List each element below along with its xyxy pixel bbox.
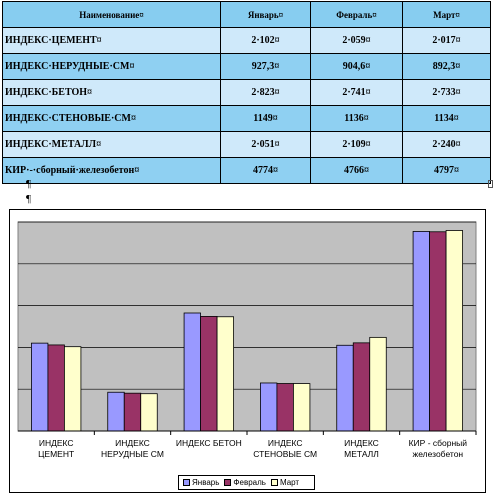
legend-swatch	[183, 479, 190, 486]
bar	[64, 346, 82, 432]
x-tick-label: ЦЕМЕНТ	[38, 449, 74, 459]
legend-item: Март	[270, 478, 300, 487]
paragraph-mark: ¶	[26, 193, 31, 205]
row-name: КИР·-·сборный·железобетон¤	[2, 157, 221, 184]
data-table: Наименование¤ Январь¤ Февраль¤ Март¤ ИНД…	[2, 1, 491, 184]
bar	[47, 344, 65, 432]
legend-swatch	[224, 479, 232, 486]
row-feb: 2·109¤	[310, 131, 403, 158]
row-jan: 927,3¤	[220, 53, 311, 80]
legend-item: Февраль	[224, 478, 266, 487]
header-march: Март¤	[402, 1, 491, 28]
bar	[293, 383, 311, 432]
row-feb: 1136¤	[310, 105, 403, 132]
table-row: ИНДЕКС·МЕТАЛЛ¤ 2·051¤ 2·109¤ 2·240¤	[2, 131, 491, 158]
table-row: ИНДЕКС·СТЕНОВЫЕ·СМ¤ 1149¤ 1136¤ 1134¤	[2, 105, 491, 132]
bar	[336, 344, 354, 432]
row-mar: 2·733¤	[402, 79, 491, 106]
bar	[200, 316, 218, 432]
row-mar: 2·017¤	[402, 27, 491, 54]
row-mar: 4797¤	[402, 157, 491, 184]
paragraph-mark: ¶	[26, 178, 31, 190]
row-jan: 1149¤	[220, 105, 311, 132]
row-jan: 2·823¤	[220, 79, 311, 106]
bar	[276, 383, 294, 432]
table-row: ИНДЕКС·БЕТОН¤ 2·823¤ 2·741¤ 2·733¤	[2, 79, 491, 106]
row-mar: 892,3¤	[402, 53, 491, 80]
x-tick-label: НЕРУДНЫЕ СМ	[101, 449, 164, 459]
row-name: ИНДЕКС·ЦЕМЕНТ¤	[2, 27, 221, 54]
row-name: ИНДЕКС·БЕТОН¤	[2, 79, 221, 106]
legend-swatch	[270, 479, 278, 486]
header-february: Февраль¤	[310, 1, 403, 28]
row-feb: 904,6¤	[310, 53, 403, 80]
bar	[31, 342, 49, 432]
row-mar: 2·240¤	[402, 131, 491, 158]
bar	[445, 230, 463, 432]
legend-label: Январь	[192, 478, 220, 487]
legend-item: Январь	[183, 478, 219, 487]
table-row: КИР·-·сборный·железобетон¤ 4774¤ 4766¤ 4…	[2, 157, 491, 184]
table-header-row: Наименование¤ Январь¤ Февраль¤ Март¤	[2, 1, 491, 28]
bar	[123, 392, 142, 432]
x-tick-label: ИНДЕКС БЕТОН	[176, 438, 242, 448]
chart-area[interactable]: ИНДЕКС ЦЕМЕНТ ИНДЕКС НЕРУДНЫЕ СМ ИНДЕКС БЕТО…	[9, 209, 486, 493]
row-mar: 1134¤	[402, 105, 491, 132]
chart-legend: Январь Февраль Март	[178, 475, 315, 490]
row-name: ИНДЕКС·МЕТАЛЛ¤	[2, 131, 221, 158]
bar	[183, 312, 201, 432]
row-name: ИНДЕКС·НЕРУДНЫЕ·СМ¤	[2, 53, 221, 80]
bar	[216, 316, 234, 432]
bar	[412, 231, 430, 432]
x-tick-label: ИНДЕКС	[39, 438, 74, 448]
resize-handle	[488, 180, 493, 188]
x-tick-label: ИНДЕКС	[268, 438, 303, 448]
table-row: ИНДЕКС·ЦЕМЕНТ¤ 2·102¤ 2·059¤ 2·017¤	[2, 27, 491, 54]
row-feb: 4766¤	[310, 157, 403, 184]
row-name: ИНДЕКС·СТЕНОВЫЕ·СМ¤	[2, 105, 221, 132]
row-feb: 2·059¤	[310, 27, 403, 54]
x-tick-label: железобетон	[413, 449, 464, 459]
bar	[352, 342, 371, 432]
x-tick-label: ИНДЕКС	[344, 438, 379, 448]
bar	[107, 391, 125, 432]
bar	[260, 382, 278, 432]
bar	[369, 336, 387, 432]
header-january: Январь¤	[220, 1, 311, 28]
header-name: Наименование¤	[2, 1, 221, 28]
x-tick-label: МЕТАЛЛ	[344, 449, 379, 459]
row-jan: 2·102¤	[220, 27, 311, 54]
row-jan: 4774¤	[220, 157, 311, 184]
x-tick-label: СТЕНОВЫЕ СМ	[253, 449, 317, 459]
x-tick-label: ИНДЕКС	[115, 438, 150, 448]
legend-label: Март	[279, 478, 300, 487]
plot-area	[17, 221, 477, 432]
table-row: ИНДЕКС·НЕРУДНЫЕ·СМ¤ 927,3¤ 904,6¤ 892,3¤	[2, 53, 491, 80]
x-tick-label: КИР - сборный	[409, 438, 468, 448]
legend-label: Февраль	[233, 478, 266, 487]
bar	[140, 393, 158, 432]
bar	[429, 231, 447, 432]
row-feb: 2·741¤	[310, 79, 403, 106]
row-jan: 2·051¤	[220, 131, 311, 158]
